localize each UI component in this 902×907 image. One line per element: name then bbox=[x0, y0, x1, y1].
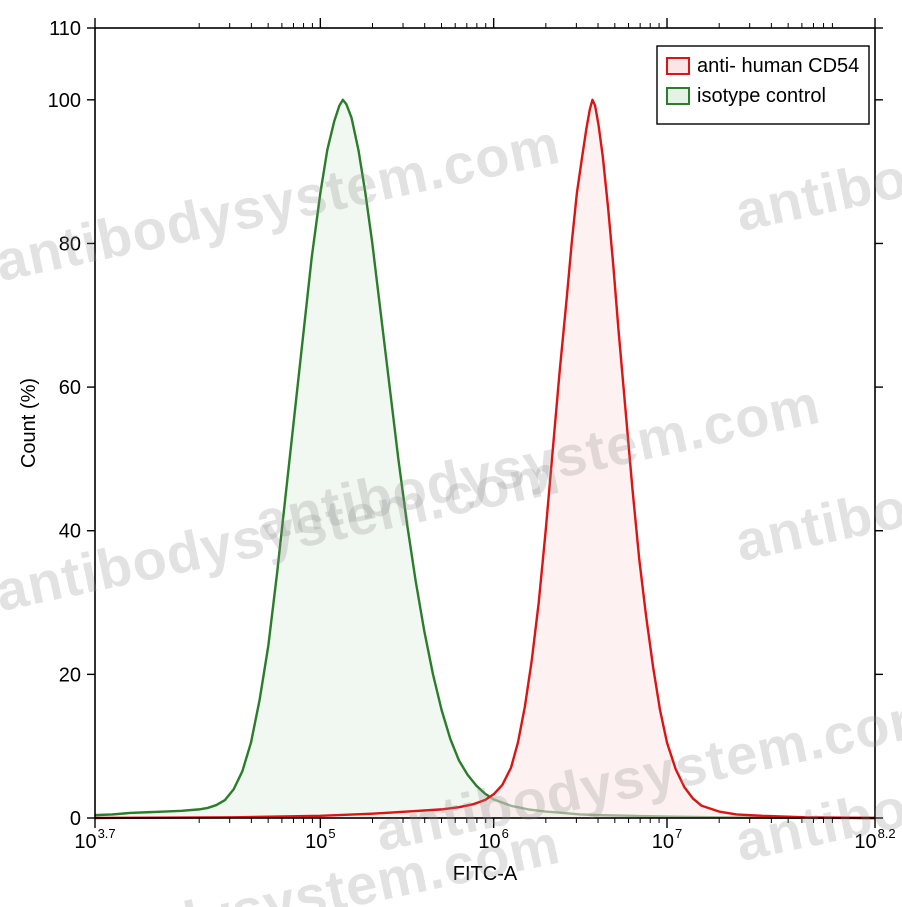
legend: anti- human CD54 isotype control bbox=[657, 46, 869, 124]
svg-text:106: 106 bbox=[478, 826, 508, 853]
x-tick-label: 103.7 bbox=[74, 826, 115, 853]
legend-label: anti- human CD54 bbox=[697, 55, 859, 77]
legend-swatch bbox=[667, 58, 689, 74]
legend-swatch bbox=[667, 88, 689, 104]
y-tick-label: 110 bbox=[49, 18, 81, 40]
y-tick-label: 40 bbox=[59, 521, 81, 543]
svg-text:105: 105 bbox=[305, 826, 335, 853]
x-tick-label: 107 bbox=[652, 826, 682, 853]
x-tick-label: 105 bbox=[305, 826, 335, 853]
y-tick-label: 80 bbox=[59, 233, 81, 255]
x-axis-label: FITC-A bbox=[453, 863, 518, 885]
x-tick-label: 106 bbox=[478, 826, 508, 853]
legend-label: isotype control bbox=[697, 85, 826, 107]
y-tick-label: 20 bbox=[59, 664, 81, 686]
svg-text:103.7: 103.7 bbox=[74, 826, 115, 853]
y-axis-label: Count (%) bbox=[18, 378, 40, 468]
flow-cytometry-chart: 0 20 40 60 80 100 110 Count (%) 103.7 105 106 107 10… bbox=[0, 0, 902, 907]
y-tick-label: 100 bbox=[48, 90, 81, 112]
y-tick-label: 60 bbox=[59, 377, 81, 399]
svg-text:108.2: 108.2 bbox=[854, 826, 895, 853]
svg-text:107: 107 bbox=[652, 826, 682, 853]
y-tick-label: 0 bbox=[70, 808, 81, 830]
x-tick-label: 108.2 bbox=[854, 826, 895, 853]
